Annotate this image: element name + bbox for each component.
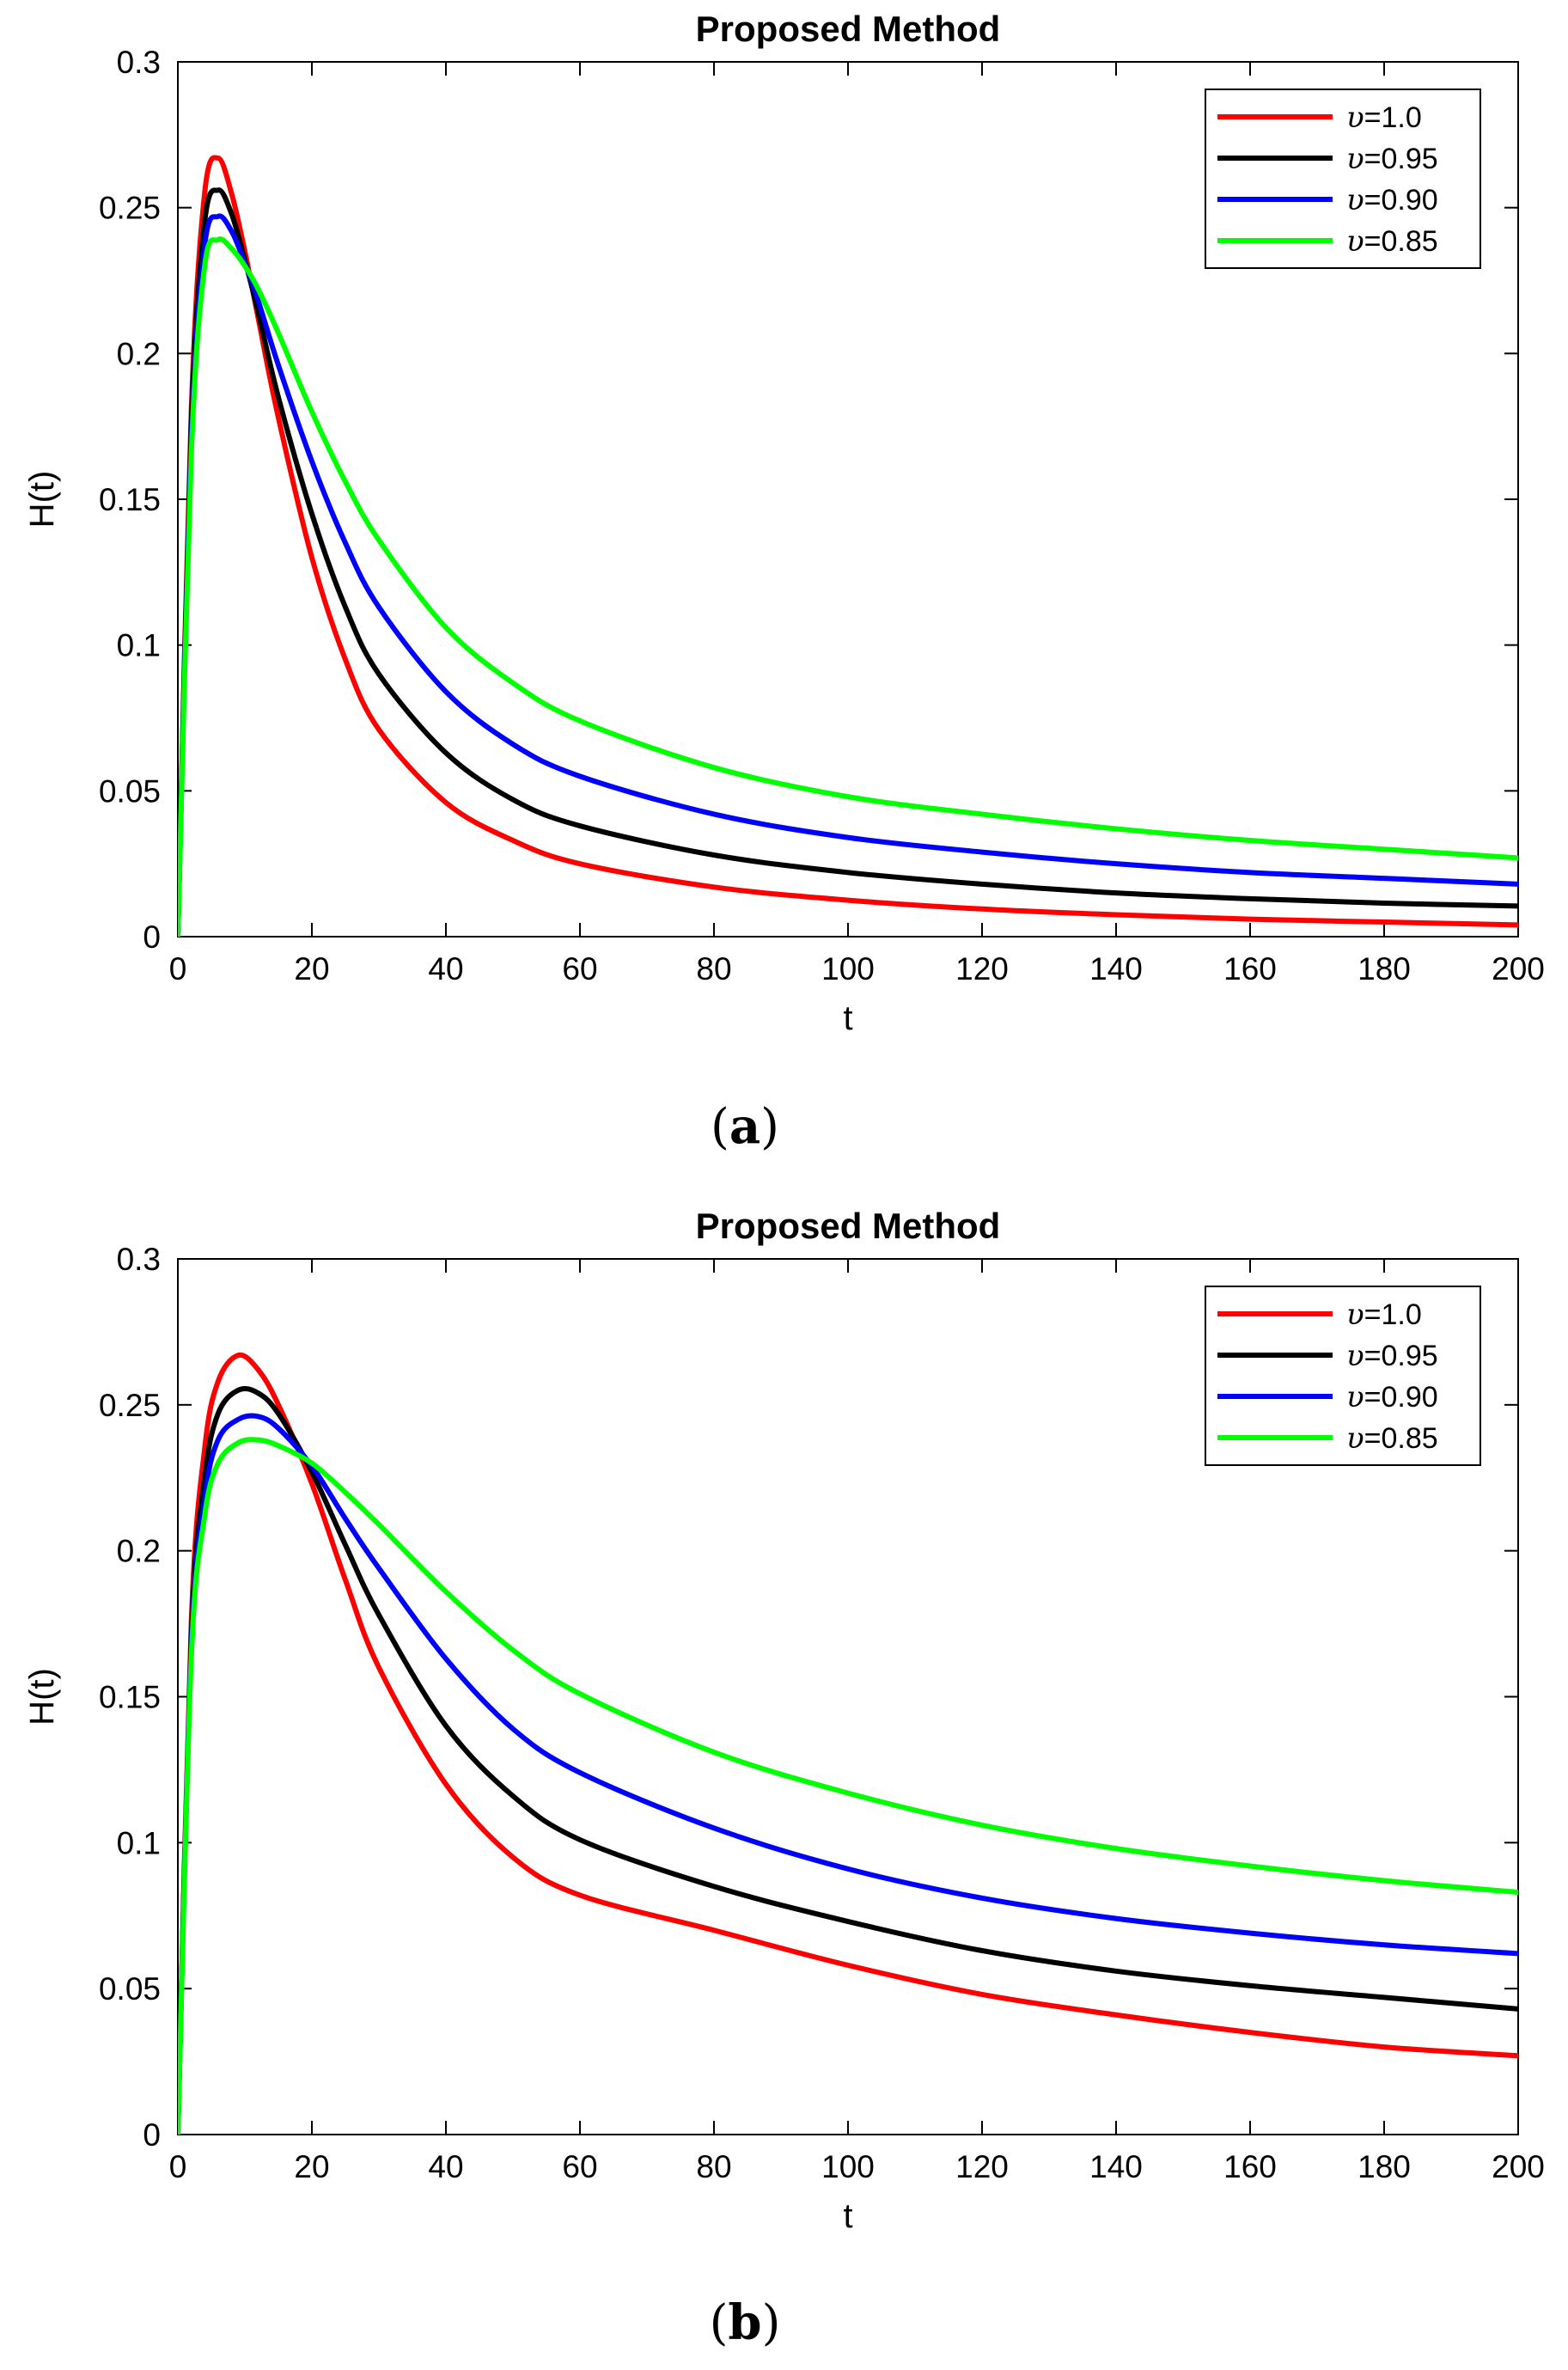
chart-panel-b: Proposed Method 0 20 40 60 80 100 120 140 160 180 2… bbox=[23, 1206, 1545, 2351]
legend-label-2: υ=0.90 bbox=[1346, 183, 1438, 217]
legend-value: =0.90 bbox=[1364, 184, 1438, 217]
legend-value: =0.95 bbox=[1364, 143, 1438, 175]
legend-symbol: υ bbox=[1346, 183, 1364, 217]
y-tick-label: 0.2 bbox=[117, 1534, 161, 1569]
caption-open: ( bbox=[711, 1099, 729, 1155]
y-axis-label: H(t) bbox=[23, 1668, 61, 1726]
panel-caption: (a) bbox=[711, 1098, 779, 1155]
x-tick-label: 100 bbox=[821, 951, 875, 986]
legend-label-3: υ=0.85 bbox=[1346, 1421, 1438, 1456]
y-tick-label: 0.25 bbox=[99, 1388, 161, 1423]
x-tick-label: 80 bbox=[696, 951, 731, 986]
y-tick-label: 0.1 bbox=[117, 628, 161, 663]
x-tick-label: 200 bbox=[1492, 951, 1545, 986]
x-tick-label: 60 bbox=[562, 2149, 597, 2184]
x-tick-label: 0 bbox=[169, 2149, 187, 2184]
legend-symbol: υ bbox=[1346, 142, 1364, 176]
x-tick-label: 180 bbox=[1358, 951, 1411, 986]
y-tick-label: 0.05 bbox=[99, 1971, 161, 2007]
series-line-2 bbox=[178, 1413, 1518, 2135]
panel-caption: (b) bbox=[710, 2294, 781, 2351]
legend-value: =0.90 bbox=[1364, 1381, 1438, 1414]
x-axis-label: t bbox=[843, 999, 852, 1037]
x-tick-label: 140 bbox=[1089, 951, 1143, 986]
chart-title: Proposed Method bbox=[696, 1206, 1001, 1246]
y-axis-label: H(t) bbox=[23, 471, 61, 528]
legend-label-2: υ=0.90 bbox=[1346, 1380, 1438, 1414]
caption-letter: b bbox=[728, 2294, 761, 2351]
legend-value: =0.85 bbox=[1364, 225, 1438, 258]
y-tick-label: 0.15 bbox=[99, 1680, 161, 1715]
series-line-1 bbox=[178, 187, 1518, 937]
caption-letter: a bbox=[729, 1098, 760, 1155]
legend: υ=1.0υ=0.95υ=0.90υ=0.85 bbox=[1205, 1286, 1481, 1466]
x-tick-label: 40 bbox=[428, 2149, 463, 2184]
legend-symbol: υ bbox=[1346, 224, 1364, 259]
x-tick-label: 60 bbox=[562, 951, 597, 986]
legend-symbol: υ bbox=[1346, 1421, 1364, 1456]
x-tick-label: 160 bbox=[1223, 2149, 1277, 2184]
legend-value: =1.0 bbox=[1364, 101, 1422, 134]
y-tick-label: 0.3 bbox=[117, 45, 161, 80]
x-tick-label: 20 bbox=[294, 951, 329, 986]
legend-label-0: υ=1.0 bbox=[1346, 101, 1422, 135]
caption-close: ) bbox=[760, 1099, 779, 1155]
x-tick-label: 180 bbox=[1358, 2149, 1411, 2184]
series-line-0 bbox=[178, 1352, 1518, 2135]
x-tick-label: 20 bbox=[294, 2149, 329, 2184]
caption-open: ( bbox=[710, 2295, 729, 2351]
legend-label-1: υ=0.95 bbox=[1346, 1339, 1438, 1373]
x-tick-label: 0 bbox=[169, 951, 187, 986]
legend-value: =0.95 bbox=[1364, 1340, 1438, 1372]
legend-symbol: υ bbox=[1346, 1380, 1364, 1414]
legend-symbol: υ bbox=[1346, 1339, 1364, 1373]
x-tick-label: 100 bbox=[821, 2149, 875, 2184]
series-line-2 bbox=[178, 213, 1518, 937]
series-line-1 bbox=[178, 1385, 1518, 2135]
legend-label-1: υ=0.95 bbox=[1346, 142, 1438, 176]
chart-panel-a: Proposed Method 0 20 40 60 80 100 120 140 160 180 2… bbox=[23, 9, 1545, 1155]
y-tick-label: 0 bbox=[143, 919, 161, 955]
legend-value: =0.85 bbox=[1364, 1422, 1438, 1455]
y-tick-label: 0.05 bbox=[99, 773, 161, 809]
legend-symbol: υ bbox=[1346, 101, 1364, 135]
x-tick-label: 80 bbox=[696, 2149, 731, 2184]
y-tick-label: 0.15 bbox=[99, 482, 161, 517]
series-line-3 bbox=[178, 1437, 1518, 2135]
series-group bbox=[178, 155, 1518, 937]
y-tick-label: 0.3 bbox=[117, 1242, 161, 1277]
legend-label-0: υ=1.0 bbox=[1346, 1298, 1422, 1332]
legend-value: =1.0 bbox=[1364, 1298, 1422, 1331]
y-tick-label: 0.25 bbox=[99, 191, 161, 226]
x-tick-label: 120 bbox=[955, 2149, 1009, 2184]
legend-symbol: υ bbox=[1346, 1298, 1364, 1332]
series-line-0 bbox=[178, 155, 1518, 937]
x-axis-label: t bbox=[843, 2197, 852, 2235]
caption-close: ) bbox=[762, 2295, 781, 2351]
series-group bbox=[178, 1352, 1518, 2135]
chart-title: Proposed Method bbox=[696, 9, 1001, 49]
x-tick-label: 140 bbox=[1089, 2149, 1143, 2184]
legend: υ=1.0υ=0.95υ=0.90υ=0.85 bbox=[1205, 89, 1481, 269]
series-line-3 bbox=[178, 236, 1518, 937]
y-tick-label: 0 bbox=[143, 2117, 161, 2153]
x-tick-label: 200 bbox=[1492, 2149, 1545, 2184]
x-tick-label: 120 bbox=[955, 951, 1009, 986]
x-tick-label: 40 bbox=[428, 951, 463, 986]
y-tick-label: 0.1 bbox=[117, 1825, 161, 1860]
x-tick-label: 160 bbox=[1223, 951, 1277, 986]
legend-label-3: υ=0.85 bbox=[1346, 224, 1438, 259]
y-tick-label: 0.2 bbox=[117, 336, 161, 371]
